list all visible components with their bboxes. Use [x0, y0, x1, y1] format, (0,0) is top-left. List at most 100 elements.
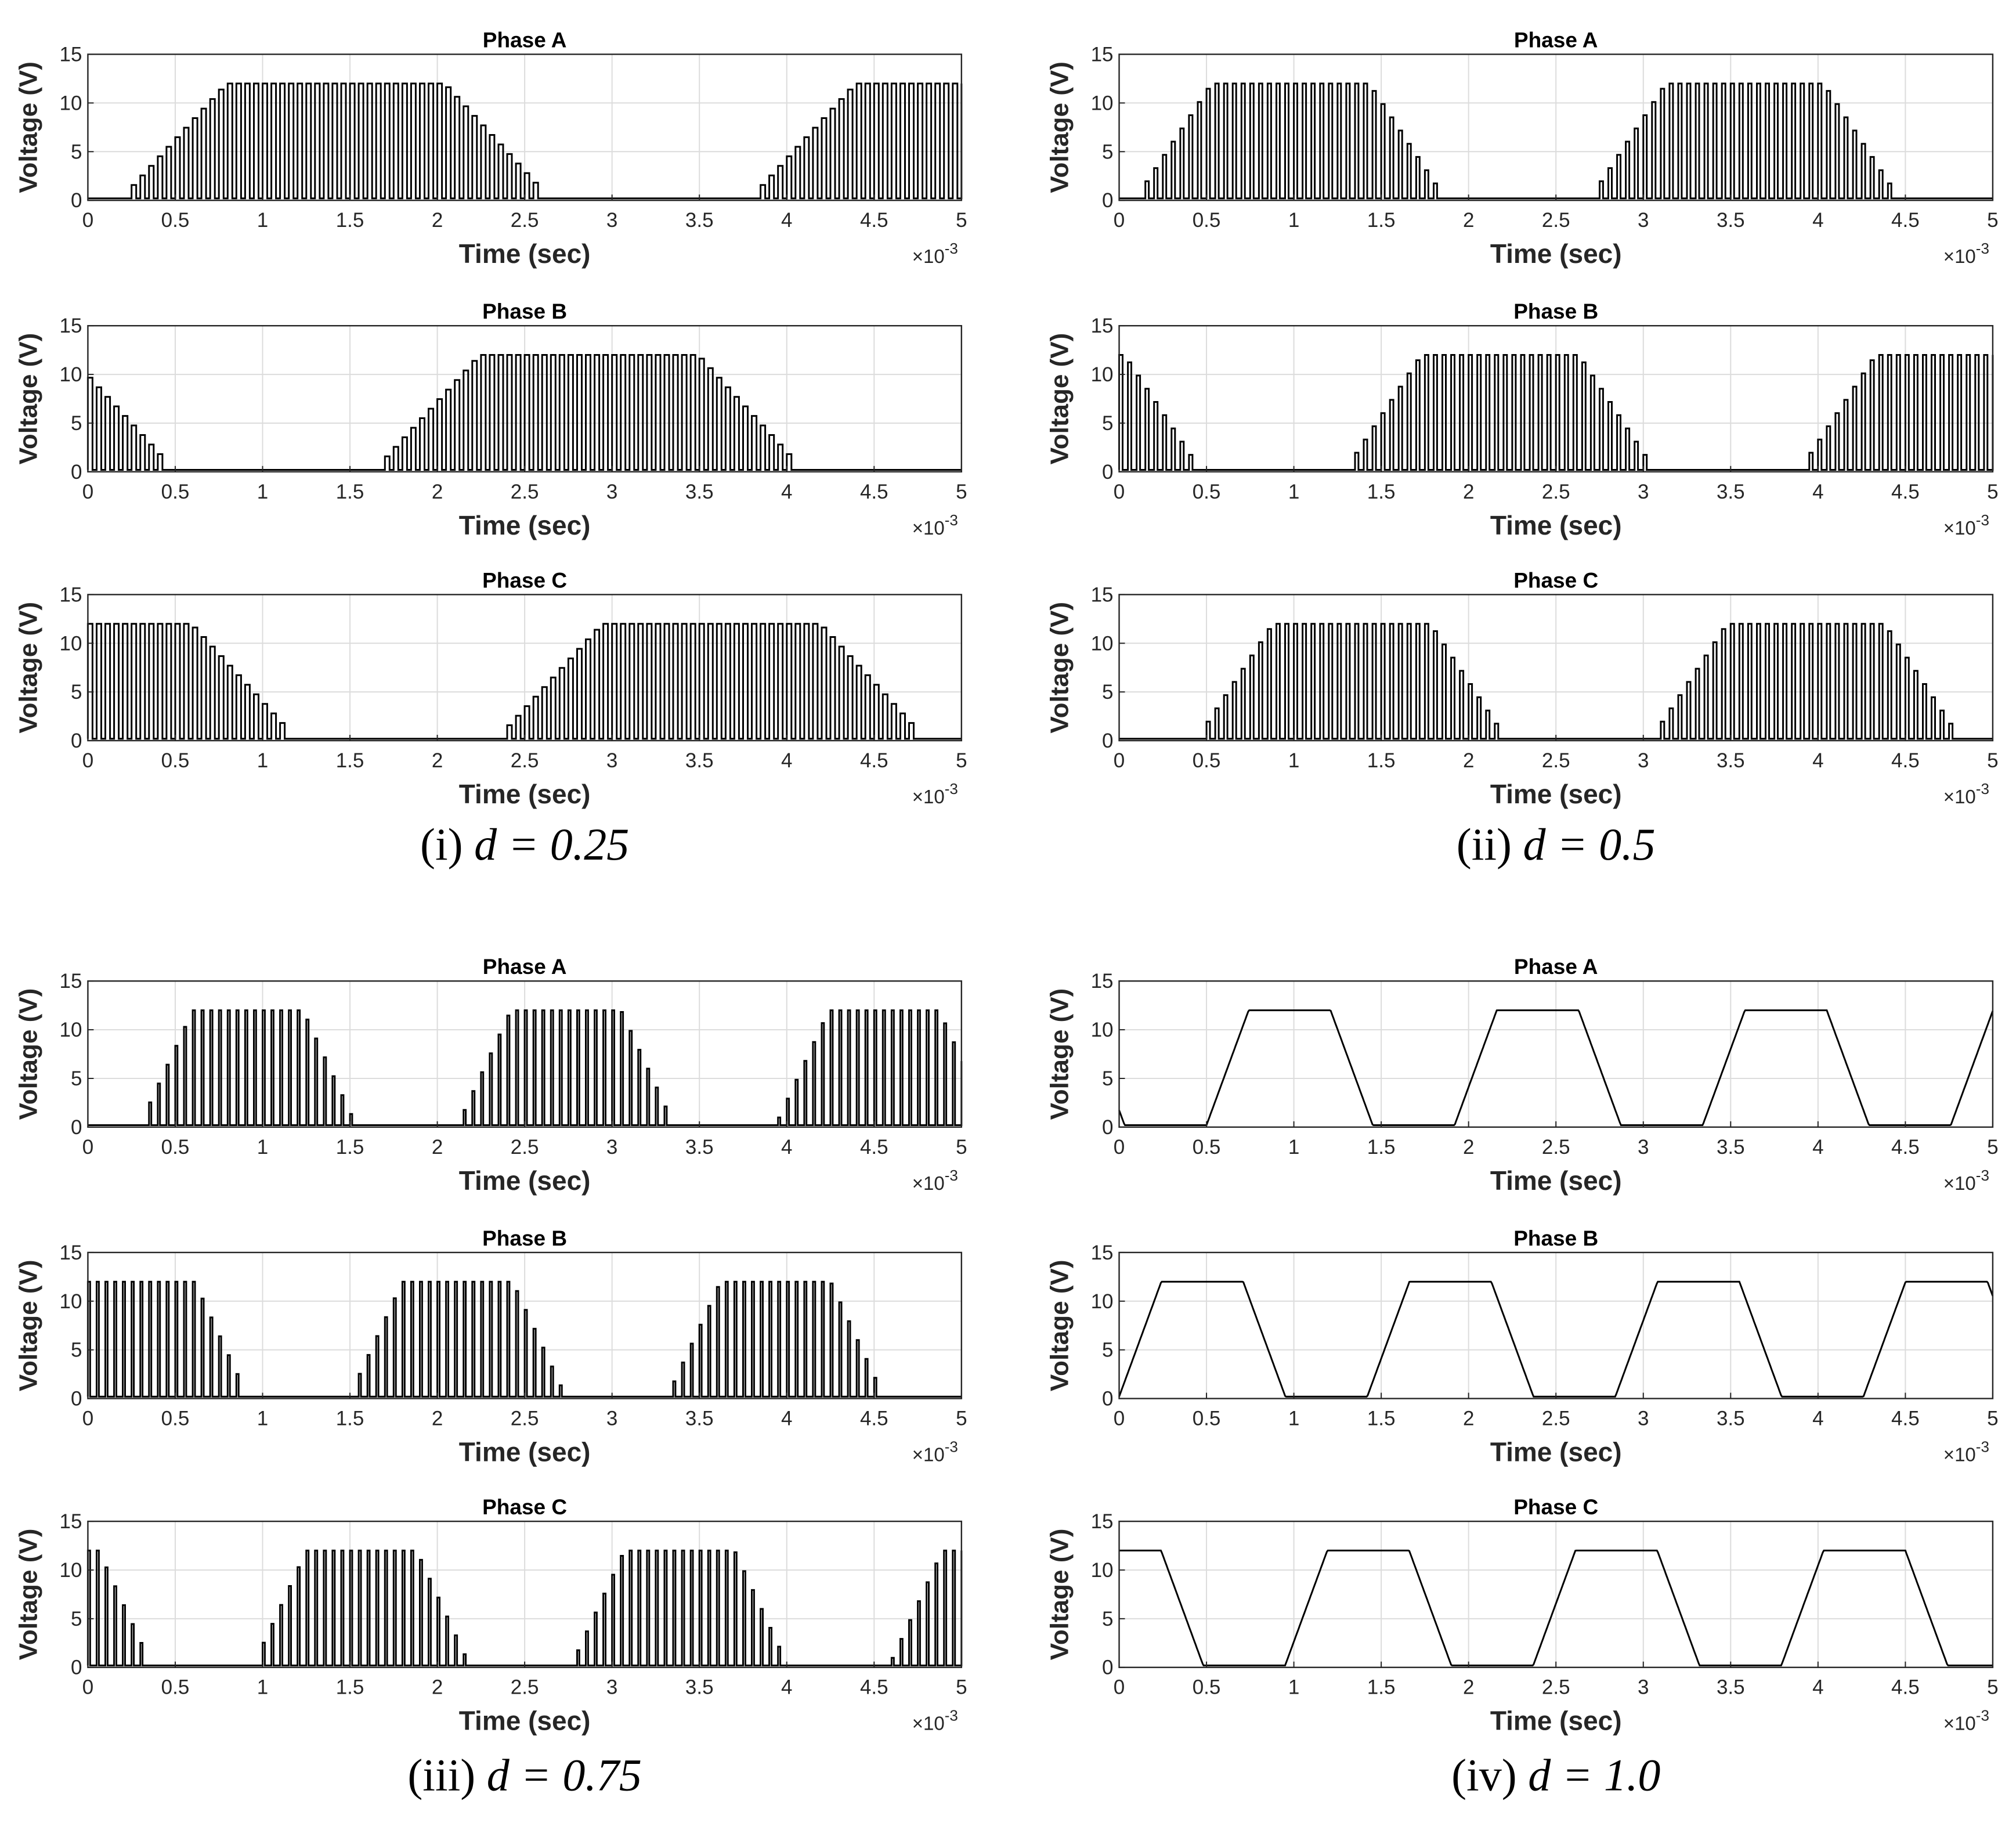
y-tick-label: 15 [1091, 1242, 1114, 1264]
axes-phase-c: 0 0.5 1 1.5 2 2.5 3 3.5 4 4.5 5 0 5 10 15 Phase C Time (… [1046, 1495, 1999, 1736]
x-tick-label: 4 [1812, 1136, 1823, 1159]
x-exponent-label: ×10-3 [1943, 780, 1989, 807]
y-tick-label: 15 [1091, 44, 1114, 66]
y-axis-label: Voltage (V) [1046, 988, 1074, 1120]
y-tick-label: 5 [1102, 1067, 1113, 1090]
x-tick-label: 2 [432, 1408, 443, 1430]
x-tick-label: 1.5 [1367, 1408, 1396, 1430]
x-axis-label: Time (sec) [1490, 239, 1622, 269]
y-tick-label: 15 [1091, 315, 1114, 337]
axes-title: Phase A [483, 28, 567, 52]
x-tick-label: 2 [432, 481, 443, 503]
x-tick-label: 1.5 [336, 209, 364, 232]
voltage-trace [86, 1280, 962, 1398]
axes-title: Phase A [483, 955, 567, 979]
voltage-trace [1118, 1009, 1994, 1126]
axes-phase-b: 0 0.5 1 1.5 2 2.5 3 3.5 4 4.5 5 0 5 10 15 Phase B Time (… [1046, 299, 1999, 540]
y-tick-label: 10 [1091, 1019, 1114, 1041]
y-tick-label: 10 [59, 1019, 82, 1041]
x-tick-label: 5 [956, 1676, 967, 1699]
x-tick-label: 4 [781, 1136, 792, 1159]
x-tick-label: 2 [432, 1136, 443, 1159]
x-tick-label: 2.5 [1542, 1136, 1570, 1159]
x-tick-label: 4 [781, 1408, 792, 1430]
x-tick-label: 4.5 [1891, 1676, 1920, 1699]
x-tick-label: 5 [1987, 1136, 1998, 1159]
axes-title: Phase B [1513, 299, 1598, 323]
x-tick-label: 0.5 [1193, 481, 1221, 503]
y-tick-label: 0 [71, 1388, 82, 1410]
x-tick-label: 2.5 [1542, 209, 1570, 232]
x-tick-label: 1.5 [336, 481, 364, 503]
x-tick-label: 4 [1812, 1408, 1823, 1430]
y-tick-label: 5 [71, 1067, 82, 1090]
axes-phase-b: 0 0.5 1 1.5 2 2.5 3 3.5 4 4.5 5 0 5 10 15 Phase B Time (… [14, 1226, 967, 1467]
y-axis-label: Voltage (V) [1046, 62, 1074, 193]
y-axis-label: Voltage (V) [14, 602, 42, 734]
x-tick-label: 3 [1638, 749, 1649, 772]
axes-phase-a: 0 0.5 1 1.5 2 2.5 3 3.5 4 4.5 5 0 5 10 15 Phase A Time (… [1046, 28, 1999, 269]
x-tick-label: 1.5 [1367, 1676, 1396, 1699]
x-exponent-label: ×10-3 [912, 511, 958, 539]
y-tick-label: 5 [1102, 1339, 1113, 1362]
x-tick-label: 5 [956, 209, 967, 232]
x-tick-label: 4.5 [860, 481, 888, 503]
x-tick-label: 3.5 [1717, 749, 1745, 772]
x-axis-label: Time (sec) [459, 779, 591, 809]
y-tick-label: 0 [1102, 189, 1113, 212]
x-tick-label: 5 [956, 749, 967, 772]
axes-phase-c: 0 0.5 1 1.5 2 2.5 3 3.5 4 4.5 5 0 5 10 15 Phase C Time (… [14, 568, 967, 809]
caption-label: (ii) [1457, 819, 1523, 869]
x-tick-label: 3.5 [685, 481, 714, 503]
y-tick-label: 5 [1102, 1608, 1113, 1630]
axes-title: Phase B [482, 299, 567, 323]
x-exponent-label: ×10-3 [1943, 1438, 1989, 1466]
x-tick-label: 1.5 [336, 1676, 364, 1699]
x-tick-label: 1 [257, 1408, 268, 1430]
x-tick-label: 1.5 [1367, 209, 1396, 232]
x-tick-label: 5 [1987, 749, 1998, 772]
x-tick-label: 3.5 [1717, 1408, 1745, 1430]
voltage-trace [86, 623, 962, 740]
x-tick-label: 3 [1638, 481, 1649, 503]
y-axis-label: Voltage (V) [14, 333, 42, 465]
x-tick-label: 2 [432, 1676, 443, 1699]
panel-caption: (ii) d = 0.5 [1457, 819, 1656, 869]
x-tick-label: 0 [82, 209, 93, 232]
x-tick-label: 3.5 [685, 1136, 714, 1159]
x-tick-label: 0 [82, 1136, 93, 1159]
y-tick-label: 10 [1091, 1290, 1114, 1313]
y-tick-label: 15 [59, 44, 82, 66]
axes-title: Phase B [1513, 1226, 1598, 1250]
caption-label: (iv) [1451, 1749, 1528, 1800]
x-tick-label: 4.5 [1891, 1136, 1920, 1159]
x-tick-label: 4 [781, 749, 792, 772]
x-tick-label: 5 [1987, 209, 1998, 232]
x-tick-label: 1.5 [336, 1408, 364, 1430]
voltage-trace [88, 82, 963, 200]
voltage-trace [1119, 1549, 1993, 1666]
y-tick-label: 10 [59, 1559, 82, 1582]
x-tick-label: 1 [1288, 1408, 1299, 1430]
y-tick-label: 10 [59, 632, 82, 655]
x-tick-label: 3.5 [1717, 1676, 1745, 1699]
axes-title: Phase A [1514, 955, 1598, 979]
x-tick-label: 2 [1463, 749, 1474, 772]
x-tick-label: 2 [432, 749, 443, 772]
axes-phase-c: 0 0.5 1 1.5 2 2.5 3 3.5 4 4.5 5 0 5 10 15 Phase C Time (… [1046, 568, 1999, 809]
x-tick-label: 2.5 [511, 749, 539, 772]
x-tick-label: 3 [1638, 209, 1649, 232]
y-tick-label: 0 [71, 461, 82, 483]
x-tick-label: 0 [1114, 481, 1125, 503]
x-tick-label: 4 [1812, 1676, 1823, 1699]
axes-phase-a: 0 0.5 1 1.5 2 2.5 3 3.5 4 4.5 5 0 5 10 15 Phase A Time (… [1046, 955, 1999, 1196]
x-tick-label: 1 [1288, 1676, 1299, 1699]
y-tick-label: 15 [1091, 970, 1114, 993]
x-tick-label: 0 [82, 1676, 93, 1699]
x-tick-label: 4 [781, 481, 792, 503]
x-tick-label: 5 [956, 481, 967, 503]
x-tick-label: 0.5 [161, 209, 190, 232]
x-tick-label: 3 [606, 1408, 617, 1430]
x-tick-label: 2 [1463, 1408, 1474, 1430]
